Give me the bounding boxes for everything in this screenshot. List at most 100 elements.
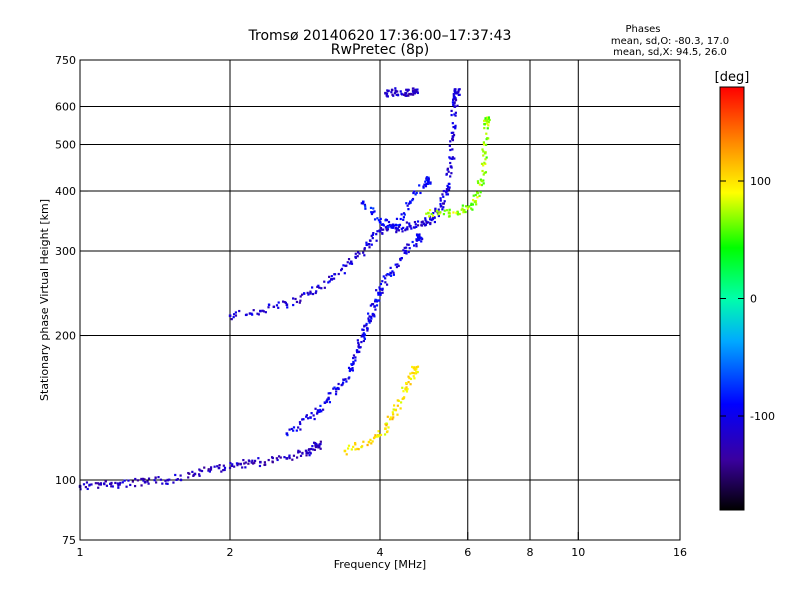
data-point <box>428 215 431 218</box>
data-point <box>386 415 389 418</box>
data-point <box>352 354 356 357</box>
data-point <box>382 275 385 278</box>
data-point <box>295 429 298 432</box>
data-point <box>482 150 485 153</box>
trace-anchor-point <box>239 462 242 466</box>
y-tick-label: 200 <box>55 330 76 343</box>
data-point <box>455 211 458 215</box>
data-point <box>372 313 376 316</box>
data-point <box>358 350 361 353</box>
data-point <box>86 487 89 491</box>
data-point <box>284 301 287 304</box>
data-point <box>399 217 402 221</box>
data-point <box>399 90 402 93</box>
data-point <box>404 94 407 97</box>
data-point <box>396 413 399 416</box>
data-point <box>174 473 177 477</box>
data-point <box>235 462 239 465</box>
data-point <box>397 264 400 267</box>
data-point <box>442 195 445 198</box>
trace-anchor-point <box>259 309 262 313</box>
data-point <box>392 408 395 411</box>
data-point <box>198 474 201 477</box>
data-point <box>483 171 486 174</box>
data-point <box>251 459 254 462</box>
data-point <box>348 369 351 373</box>
data-point <box>403 251 406 255</box>
data-point <box>369 239 372 242</box>
data-point <box>393 92 397 95</box>
data-point <box>405 246 408 249</box>
data-point <box>420 240 423 243</box>
data-point <box>136 479 140 482</box>
data-point <box>319 447 322 450</box>
data-point <box>314 407 317 410</box>
data-point <box>309 290 312 293</box>
data-point <box>413 377 416 380</box>
data-point <box>373 300 377 303</box>
data-point <box>159 478 163 481</box>
trace-anchor-point <box>118 483 121 486</box>
data-point <box>471 208 474 211</box>
data-point <box>456 104 459 107</box>
data-point <box>242 458 245 462</box>
data-point <box>105 484 109 487</box>
data-point <box>446 209 449 212</box>
data-point <box>384 277 387 280</box>
data-point <box>428 218 432 221</box>
data-point <box>450 172 453 175</box>
trace-anchor-point <box>384 91 387 95</box>
data-point <box>395 93 398 96</box>
data-point <box>382 228 385 231</box>
data-point <box>286 306 289 309</box>
data-point <box>299 299 302 302</box>
data-point <box>381 291 384 294</box>
data-point <box>391 411 394 414</box>
trace-anchor-point <box>455 91 459 95</box>
data-point <box>315 443 318 446</box>
data-point <box>383 433 387 436</box>
data-point <box>187 476 190 479</box>
data-point <box>345 380 348 383</box>
data-point <box>389 266 392 269</box>
trace-anchor-point <box>473 200 477 204</box>
data-point <box>456 213 460 216</box>
data-point <box>409 377 413 381</box>
data-point <box>121 481 124 484</box>
data-point <box>117 486 120 489</box>
data-point <box>403 246 406 250</box>
data-point <box>377 293 380 296</box>
data-point <box>394 87 397 90</box>
data-point <box>315 290 318 293</box>
data-point <box>411 240 414 244</box>
data-point <box>405 390 409 393</box>
data-point <box>298 450 301 453</box>
data-point <box>352 356 355 360</box>
x-tick-label: 4 <box>377 546 384 559</box>
trace-anchor-point <box>394 408 398 412</box>
data-point <box>415 238 418 241</box>
data-point <box>363 333 367 336</box>
data-point <box>208 470 211 473</box>
data-point <box>313 417 316 421</box>
trace-anchor-point <box>285 432 289 435</box>
data-point <box>407 381 410 384</box>
data-point <box>325 399 328 403</box>
data-point <box>288 457 291 460</box>
data-point <box>360 340 363 344</box>
data-point <box>416 370 419 374</box>
data-point <box>379 292 382 295</box>
data-point <box>437 208 440 211</box>
data-point <box>406 89 409 93</box>
y-tick-label: 100 <box>55 474 76 487</box>
data-point <box>354 252 357 255</box>
data-point <box>438 212 441 215</box>
data-point <box>271 456 274 460</box>
data-point <box>347 377 350 380</box>
data-point <box>398 225 401 228</box>
data-point <box>337 272 340 276</box>
trace-anchor-point <box>367 242 371 246</box>
trace-anchor-point <box>413 368 417 371</box>
data-point <box>366 329 369 332</box>
trace-anchor-point <box>323 401 327 404</box>
